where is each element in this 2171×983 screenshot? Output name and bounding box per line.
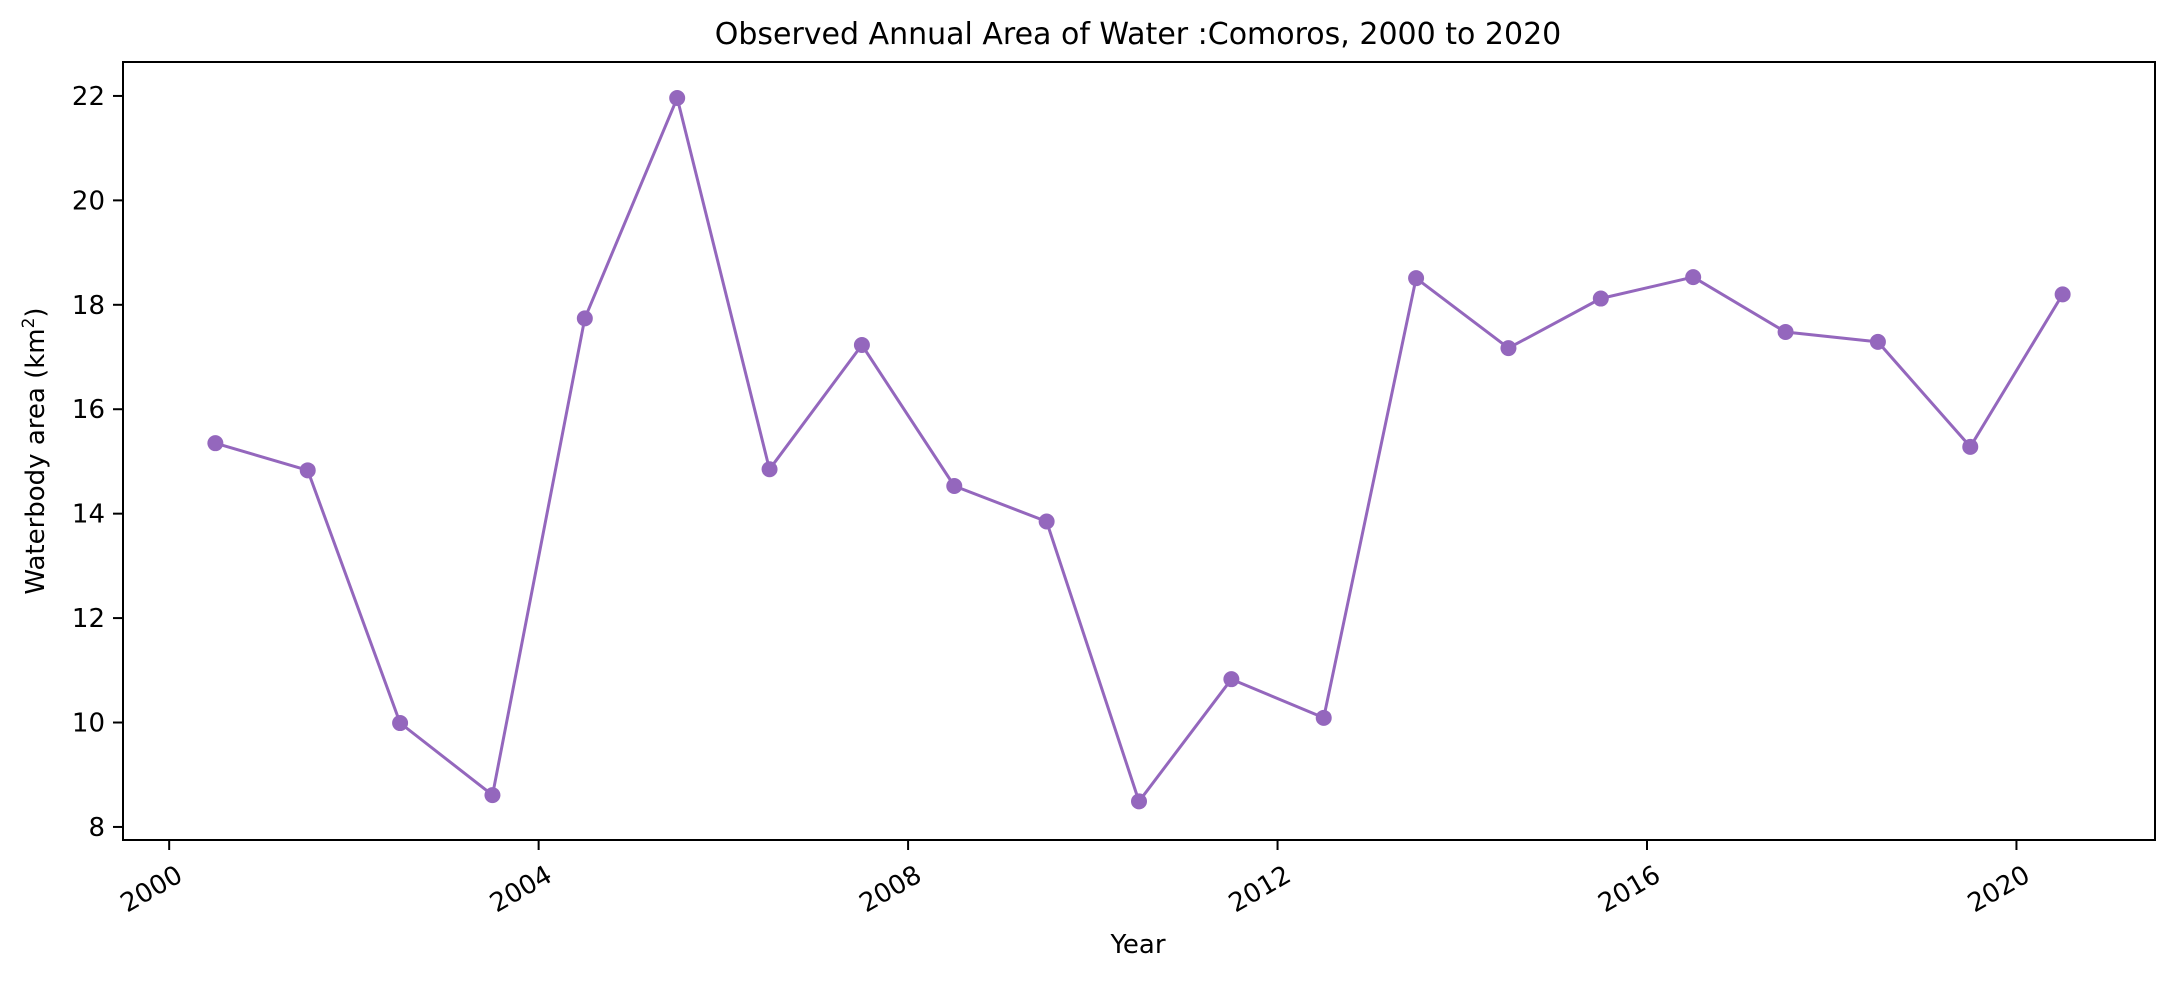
y-tick-label: 16 — [72, 395, 105, 425]
data-point — [1685, 269, 1702, 286]
y-tick-label: 10 — [72, 709, 105, 739]
data-point — [1408, 270, 1425, 287]
x-tick-label: 2004 — [485, 860, 557, 919]
x-tick-label: 2000 — [116, 860, 188, 919]
y-tick-label: 22 — [72, 82, 105, 112]
data-point — [299, 462, 316, 479]
series-line — [214, 96, 2064, 803]
y-tick-label: 20 — [72, 186, 105, 216]
y-tick-label: 8 — [88, 813, 105, 843]
axis-ticks: 8 10 12 14 16 18 20 22 2000 2004 2008 2012 2016 2020 — [72, 82, 2035, 919]
series-layer — [207, 90, 2071, 810]
data-point — [1500, 340, 1517, 357]
data-point — [1592, 290, 1609, 307]
x-tick-label: 2020 — [1963, 860, 2035, 919]
data-point — [761, 461, 778, 478]
y-axis-label: Waterbody area (km2) — [19, 307, 51, 594]
data-point — [1223, 671, 1240, 688]
data-point — [207, 435, 224, 452]
data-point — [669, 90, 686, 107]
data-point — [946, 477, 963, 494]
y-tick-label: 14 — [72, 500, 105, 530]
y-axis-label-main: Waterbody area (km — [21, 328, 51, 594]
y-tick-label: 12 — [72, 604, 105, 634]
y-axis-label-sup: 2 — [19, 318, 39, 329]
data-point — [1131, 793, 1147, 810]
data-point — [1962, 438, 1979, 455]
y-tick-label: 18 — [72, 291, 105, 321]
data-point — [1038, 513, 1055, 530]
x-tick-label: 2016 — [1593, 860, 1665, 919]
chart-title: Observed Annual Area of Water :Comoros, … — [715, 17, 1562, 52]
data-point — [2054, 286, 2071, 303]
data-point — [392, 715, 409, 732]
x-tick-label: 2008 — [854, 860, 926, 919]
x-axis-label: Year — [1109, 930, 1165, 960]
data-point — [853, 337, 870, 354]
data-point — [1315, 709, 1332, 726]
data-point — [1869, 333, 1886, 350]
x-tick-label: 2012 — [1224, 860, 1296, 919]
data-point — [484, 787, 501, 804]
data-point — [1777, 323, 1794, 340]
y-axis-label-close: ) — [21, 307, 51, 317]
plot-frame — [122, 61, 2156, 841]
data-point — [576, 310, 593, 327]
